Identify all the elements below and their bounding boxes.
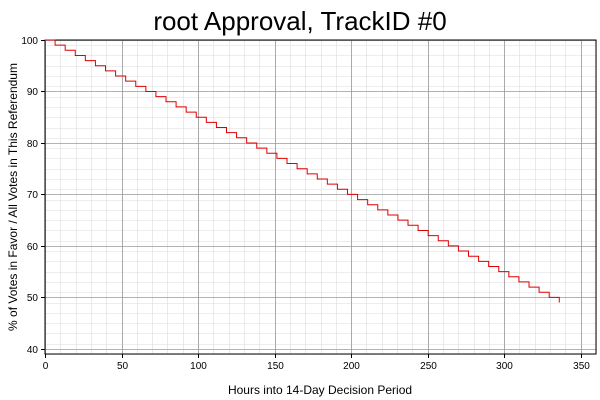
x-tick-label: 200 <box>343 361 360 372</box>
y-tick-label: 70 <box>27 190 39 201</box>
x-tick-label: 100 <box>190 361 207 372</box>
y-tick-label: 100 <box>21 36 38 47</box>
x-tick-label: 0 <box>43 361 49 372</box>
x-tick-label: 350 <box>573 361 590 372</box>
y-tick-label: 40 <box>27 345 39 356</box>
chart-title: root Approval, TrackID #0 <box>153 6 446 36</box>
y-tick-label: 60 <box>27 242 39 253</box>
x-tick-label: 50 <box>117 361 129 372</box>
x-tick-label: 150 <box>267 361 284 372</box>
x-tick-label: 300 <box>496 361 513 372</box>
y-tick-label: 80 <box>27 139 39 150</box>
series-line-0 <box>45 39 560 303</box>
x-tick-label: 250 <box>420 361 437 372</box>
x-axis-label: Hours into 14-Day Decision Period <box>228 383 412 397</box>
y-axis-label: % of Votes in Favor / All Votes in This … <box>6 63 20 331</box>
y-tick-label: 90 <box>27 87 39 98</box>
plot-frame <box>44 39 597 355</box>
series-layer <box>45 39 560 303</box>
axis-ticks: 0 50 100 150 200 250 300 350 40 50 60 70 80 90 100 <box>21 36 590 372</box>
y-tick-label: 50 <box>27 293 39 304</box>
